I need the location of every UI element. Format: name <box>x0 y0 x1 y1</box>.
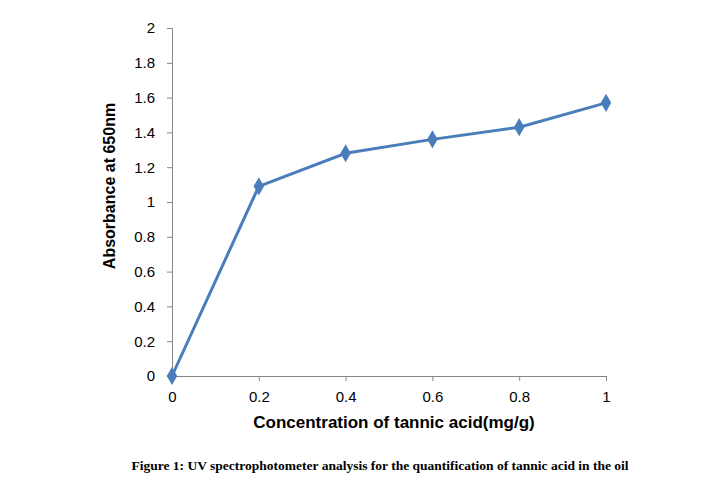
y-tick-label: 2 <box>147 19 155 36</box>
y-tick-label: 1 <box>147 193 155 210</box>
y-axis-title: Absorbance at 650nm <box>101 103 118 269</box>
y-tick: 2 <box>147 19 172 36</box>
data-point <box>340 144 350 162</box>
y-tick: 1.8 <box>134 54 172 71</box>
y-tick-mark <box>167 237 172 238</box>
y-tick-label: 0 <box>147 367 155 384</box>
data-line <box>172 103 606 376</box>
y-tick-mark <box>167 132 172 133</box>
data-point <box>601 94 611 112</box>
x-tick: 0.4 <box>336 376 357 405</box>
y-tick-mark <box>167 98 172 99</box>
x-tick-label: 0.4 <box>336 388 357 405</box>
y-tick: 1.4 <box>134 124 172 141</box>
y-tick: 1.6 <box>134 89 172 106</box>
x-tick: 0.2 <box>249 376 270 405</box>
data-point <box>167 367 177 385</box>
data-point <box>427 130 437 148</box>
x-axis-line <box>173 377 607 382</box>
y-tick: 0.8 <box>134 228 172 245</box>
plot-area <box>167 94 611 385</box>
x-tick: 1 <box>602 376 610 405</box>
x-tick-mark <box>606 376 607 381</box>
y-tick-label: 0.8 <box>134 228 155 245</box>
x-tick-mark <box>346 376 347 381</box>
chart: 0 0.2 0.4 0.6 0.8 1 1.2 1.4 1.6 1.8 2 0 0.2 0.4 0.6 0.8… <box>0 0 704 484</box>
x-axis-title: Concentration of tannic acid(mg/g) <box>253 413 534 432</box>
y-tick-mark <box>167 28 172 29</box>
y-tick-mark <box>167 306 172 307</box>
y-tick: 0.6 <box>134 263 172 280</box>
y-tick: 1 <box>147 193 172 210</box>
data-point <box>514 118 524 136</box>
y-tick-label: 1.6 <box>134 89 155 106</box>
x-tick: 0.6 <box>422 376 443 405</box>
data-point <box>254 177 264 195</box>
y-tick-mark <box>167 341 172 342</box>
y-tick-mark <box>167 202 172 203</box>
x-tick-label: 0.2 <box>249 388 270 405</box>
y-tick-label: 0.6 <box>134 263 155 280</box>
y-axis: 0 0.2 0.4 0.6 0.8 1 1.2 1.4 1.6 1.8 2 <box>134 19 172 384</box>
y-tick: 0.2 <box>134 333 172 350</box>
x-tick-mark <box>519 376 520 381</box>
x-tick-mark <box>259 376 260 381</box>
x-tick-label: 0 <box>168 388 176 405</box>
chart-title: Figure 1: UV spectrophotometer analysis … <box>131 458 628 473</box>
x-tick-label: 0.8 <box>509 388 530 405</box>
y-tick-label: 1.8 <box>134 54 155 71</box>
x-tick-label: 1 <box>602 388 610 405</box>
y-tick: 1.2 <box>134 159 172 176</box>
y-tick-label: 1.4 <box>134 124 155 141</box>
x-tick-label: 0.6 <box>422 388 443 405</box>
y-axis-line <box>167 29 173 377</box>
y-tick: 0.4 <box>134 298 172 315</box>
y-tick-label: 0.4 <box>134 298 155 315</box>
y-tick-mark <box>167 272 172 273</box>
y-tick-label: 0.2 <box>134 333 155 350</box>
x-tick: 0.8 <box>509 376 530 405</box>
y-tick-label: 1.2 <box>134 159 155 176</box>
x-axis: 0 0.2 0.4 0.6 0.8 1 <box>168 376 610 405</box>
x-tick-mark <box>432 376 433 381</box>
y-tick-mark <box>167 167 172 168</box>
y-tick-mark <box>167 63 172 64</box>
